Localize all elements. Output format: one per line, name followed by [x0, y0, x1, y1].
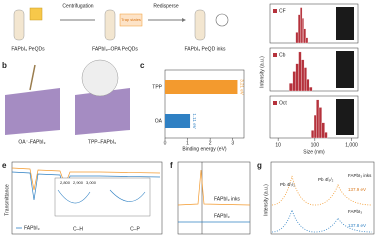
- peak-label: Pb 4f₅/₂: [318, 177, 334, 182]
- arrow-label: Redisperse: [153, 3, 179, 9]
- y-label: Intensity (a.u.): [259, 56, 265, 88]
- trace-label: FAPbI₃ inks: [214, 196, 240, 202]
- y-tick-label: OA: [155, 118, 163, 124]
- legend-entry: Cb: [279, 52, 286, 58]
- x-tick-label: 1: [186, 140, 189, 146]
- trace-label: FAPbI₃: [348, 209, 362, 214]
- hist-bar: [303, 28, 307, 44]
- vial-photo: [336, 51, 354, 88]
- panel-a: Centrifugation Redisperse Trap states FA…: [11, 3, 229, 52]
- plot-frame: [269, 47, 359, 92]
- hist-bar: [292, 71, 296, 92]
- plot-frame: [269, 3, 359, 44]
- legend-entry: CF: [279, 8, 286, 14]
- inset-tick: 3,000: [86, 180, 97, 185]
- hist-bar: [311, 130, 315, 139]
- bar: [165, 80, 238, 94]
- trace-label: FAPbI₃: [214, 213, 230, 219]
- x-label: Binding energy (eV): [182, 146, 227, 152]
- inset-tick: 2,800: [60, 180, 71, 185]
- shift-label: 137.9 eV: [348, 187, 366, 192]
- hist-bar: [301, 18, 304, 44]
- hist-bar: [316, 99, 320, 139]
- structure-label: OA⁻-FAPbI₃: [18, 139, 45, 145]
- peak-label: Pb 4f₇/₂: [280, 182, 295, 187]
- y-tick-label: TPP: [152, 84, 162, 90]
- x-label: Size (nm): [303, 149, 325, 155]
- panel-letter: g: [257, 161, 262, 170]
- hist-bar: [309, 86, 313, 92]
- band-label: C–P: [130, 226, 140, 232]
- x-tick-label: 3: [231, 140, 234, 146]
- step-label: FAPbI₃ PeQD inks: [185, 46, 226, 52]
- x-tick-label: 2: [209, 140, 212, 146]
- y-label: Transmittance: [4, 184, 10, 216]
- bar: [165, 114, 191, 128]
- panel-letter: f: [170, 161, 173, 170]
- legend-entry: FAPbI₃: [24, 225, 40, 231]
- legend-swatch: [273, 101, 277, 105]
- hist-bar: [295, 32, 299, 44]
- inset-tick: 2,900: [73, 180, 84, 185]
- panel-letter: b: [2, 61, 7, 70]
- value-label: 3.21 eV: [239, 79, 244, 95]
- shift-label: 137.8 eV: [348, 223, 366, 228]
- trap-label: Trap states: [121, 17, 141, 22]
- panel-c: 0 1 2 3 Binding energy (eV) TPP 3.21 eV OA 1.11 …: [152, 69, 245, 152]
- panel-f: f FAPbI₃ inks FAPbI₃: [170, 161, 251, 235]
- hist-bar: [313, 114, 317, 139]
- value-label: 1.11 eV: [192, 113, 197, 128]
- step-label: FAPbI₃–OPA PeQDs: [92, 46, 138, 52]
- hist-bar: [324, 132, 328, 139]
- arrow-label: Centrifugation: [62, 3, 93, 9]
- x-tick-label: 0: [164, 140, 167, 146]
- plot-frame: [164, 69, 245, 139]
- hist-bar: [303, 67, 307, 92]
- trace-label: FAPbI₃ inks: [348, 173, 372, 178]
- hist-bar: [298, 51, 302, 92]
- legend-entry: Oct: [279, 100, 287, 106]
- panel-e: e Transmittance 2,800 2,900 3,000 C–H C–…: [2, 161, 163, 235]
- panel-letter: e: [2, 161, 7, 170]
- hist-bar: [321, 122, 325, 139]
- hist-bar: [300, 7, 303, 44]
- x-tick-label: 100: [311, 142, 320, 148]
- band-label: C–H: [73, 226, 83, 232]
- hist-bar: [297, 14, 301, 44]
- vial-photo: [336, 99, 354, 135]
- y-label: Intensity (a.u.): [263, 184, 269, 216]
- hist-bar: [306, 79, 310, 92]
- panel-g: g Intensity (a.u.) Pb 4f₇/₂ Pb 4f₅/₂ FAP…: [257, 161, 375, 235]
- structure-label: TPP–FAPbI₃: [88, 139, 116, 145]
- x-tick-label: 10: [275, 142, 281, 148]
- panel-letter: c: [140, 61, 145, 70]
- step-label: FAPbI₃ PeQDs: [11, 46, 45, 52]
- x-tick-label: 1,000: [345, 142, 358, 148]
- hist-bar: [295, 63, 299, 92]
- hist-bar: [289, 83, 293, 92]
- hist-bar: [305, 37, 309, 44]
- legend-swatch: [273, 53, 277, 57]
- hist-bar: [318, 107, 322, 139]
- hist-bar: [301, 59, 305, 92]
- legend-swatch: [273, 9, 277, 13]
- panel-d: Intensity (a.u.) CF Cb Oct 10 100 1,000 Size (n…: [259, 3, 359, 155]
- panel-b: b OA⁻-FAPbI₃ TPP–FAPbI₃: [2, 59, 130, 145]
- vial-photo: [336, 7, 354, 40]
